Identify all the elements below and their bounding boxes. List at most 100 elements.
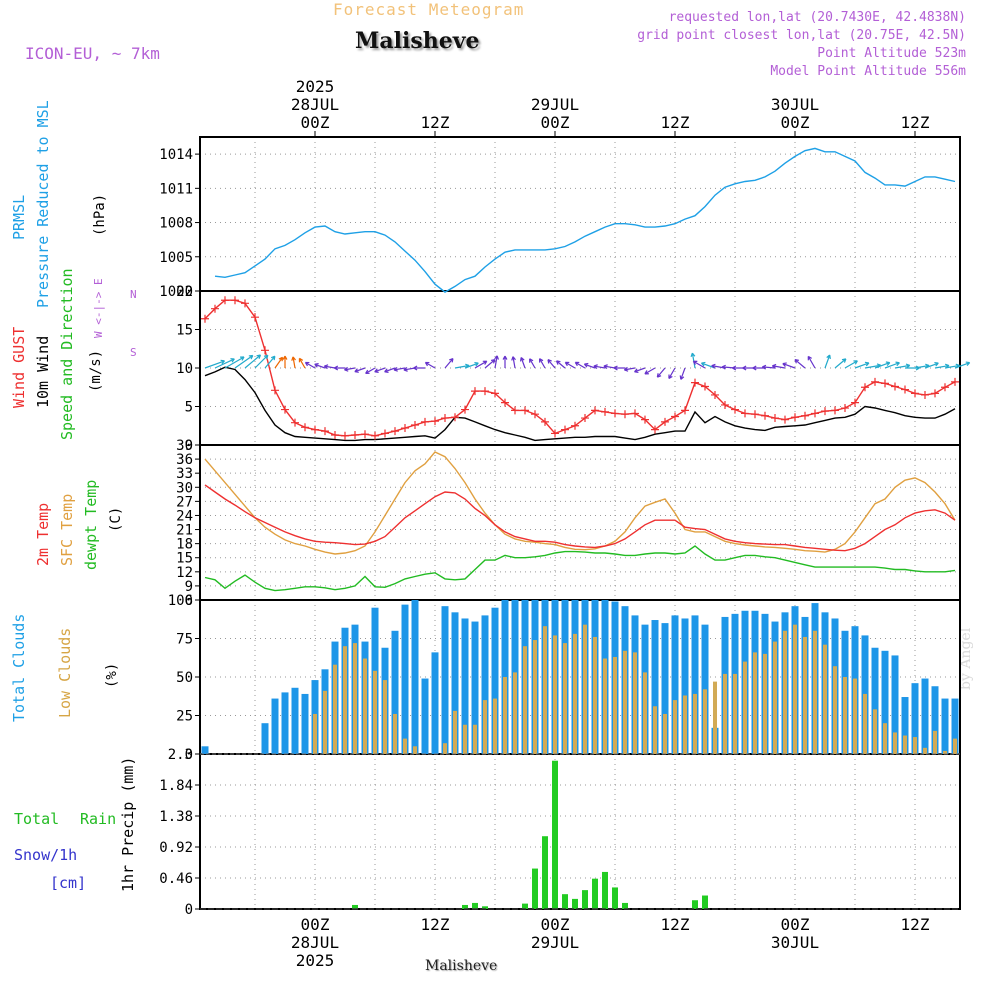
gust-marker (581, 414, 589, 423)
gust-marker (671, 412, 679, 421)
y-tick-label-temperature: 36 (176, 452, 193, 468)
y-tick-label-temperature: 6 (185, 593, 193, 609)
total-cloud-bar (901, 697, 909, 754)
wind-arrow (354, 367, 366, 373)
low-cloud-bar (673, 700, 677, 754)
legend-total: Total (14, 810, 60, 828)
total-cloud-bar (431, 652, 439, 754)
bottom-time-label: 00Z (541, 915, 570, 934)
gust-marker (571, 421, 579, 430)
gust-marker (651, 425, 659, 434)
wind-arrow (574, 361, 586, 369)
total-cloud-bar (451, 612, 459, 754)
wind-arrow (374, 367, 386, 373)
gust-marker (881, 379, 889, 388)
wind-arrow (264, 355, 276, 369)
wind-arrow (692, 360, 706, 369)
wind-arrow (403, 366, 416, 372)
total-cloud-bar (201, 746, 209, 754)
gust-marker (281, 405, 289, 414)
wind-arrow (344, 366, 356, 372)
low-cloud-bar (793, 624, 797, 754)
low-cloud-bar (623, 650, 627, 754)
total-cloud-bar (281, 692, 289, 754)
total-cloud-bar (671, 615, 679, 754)
wind-arrow (254, 354, 269, 369)
y-tick-label-clouds: 100 (168, 593, 193, 609)
low-cloud-bar (353, 643, 357, 754)
y-tick-label-precip: 0.92 (159, 840, 193, 856)
gust-marker (551, 429, 559, 438)
y-tick-label-temperature: 18 (176, 537, 193, 553)
low-cloud-bar (653, 706, 657, 754)
wind-arrow (593, 364, 606, 370)
bottom-time-label: 12Z (421, 915, 450, 934)
rain-bar (602, 871, 608, 909)
gust-marker (411, 420, 419, 429)
y-tick-label-wind: 0 (185, 438, 193, 454)
low-cloud-bar (383, 680, 387, 754)
low-cloud-bar (943, 750, 947, 754)
top-time-label: 30JUL (771, 95, 819, 114)
low-cloud-bar (453, 710, 457, 754)
panel-pressure: 1002 1005 1008 1011 1014 (159, 136, 961, 300)
gust-marker (911, 389, 919, 398)
rain-bar (542, 836, 548, 909)
wind-arrow (474, 360, 488, 369)
y-tick-label-precip: 0.46 (159, 871, 193, 887)
low-cloud-bar (893, 732, 897, 754)
low-cloud-bar (533, 640, 537, 754)
wind-arrow (834, 358, 847, 369)
wind-arrow (668, 367, 676, 380)
top-time-label: 29JUL (531, 95, 579, 114)
top-time-label: 28JUL (291, 95, 339, 114)
gust-marker (681, 406, 689, 415)
low-cloud-bar (683, 695, 687, 754)
gust-marker (371, 431, 379, 440)
wind-arrow (613, 365, 625, 371)
gust-marker (511, 406, 519, 415)
gust-marker (851, 398, 859, 407)
gust-marker (491, 389, 499, 398)
legend-snow-unit: [cm] (50, 874, 87, 892)
low-cloud-bar (323, 690, 327, 754)
top-time-label: 12Z (901, 113, 930, 132)
gust-marker (221, 296, 229, 305)
low-cloud-bar (733, 673, 737, 754)
rain-bar (592, 878, 598, 909)
rain-bar (552, 760, 558, 909)
gust-marker (421, 417, 429, 426)
y-tick-label-temperature: 27 (176, 494, 193, 510)
wind-arrow (634, 367, 646, 374)
wind-arrow (771, 363, 786, 369)
gust-marker (391, 427, 399, 436)
y-tick-label-temperature: 39 (176, 438, 193, 454)
gust-marker (351, 430, 359, 439)
gust-marker (271, 386, 279, 395)
total-cloud-bar (271, 698, 279, 754)
wind-arrow (761, 364, 776, 370)
y-tick-label-precip: 1.38 (159, 809, 193, 825)
wind-arrow (679, 367, 686, 380)
y-tick-label-precip: 1.84 (159, 778, 193, 794)
gust-marker (641, 415, 649, 424)
y-tick-label-wind: 5 (185, 400, 193, 416)
top-time-label: 00Z (541, 113, 570, 132)
wind-arrow (384, 367, 396, 373)
gust-marker (751, 410, 759, 419)
bottom-time-label: 12Z (661, 915, 690, 934)
gust-marker (211, 304, 219, 313)
gust-marker (331, 430, 339, 439)
gust-marker (431, 417, 439, 426)
y-tick-label-temperature: 9 (185, 579, 193, 595)
wind-arrow (365, 367, 376, 375)
bottom-time-label: 12Z (901, 915, 930, 934)
gust-marker (721, 400, 729, 409)
gust-marker (931, 389, 939, 398)
info-model-altitude: Model Point Altitude 556m (770, 64, 966, 79)
y-tick-label-pressure: 1008 (159, 216, 193, 232)
bottom-time-label: 00Z (301, 915, 330, 934)
gust-marker (401, 424, 409, 433)
info-grid-point: grid point closest lon,lat (20.75E, 42.5… (637, 28, 966, 43)
gust-marker (771, 414, 779, 423)
